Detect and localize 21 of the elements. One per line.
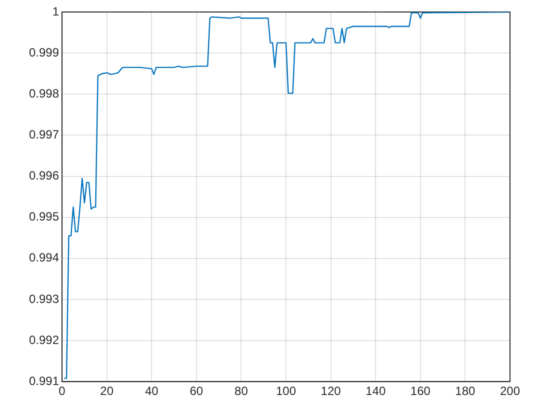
x-tick-label: 60	[190, 384, 204, 398]
y-tick-label: 0.993	[29, 292, 60, 306]
x-tick-label: 180	[455, 384, 476, 398]
x-tick-label: 160	[410, 384, 431, 398]
x-tick-label: 20	[100, 384, 114, 398]
y-tick-label: 1	[52, 4, 60, 18]
y-tick-label: 0.991	[29, 374, 60, 388]
x-tick-label: 40	[144, 384, 159, 398]
x-tick-label: 80	[234, 384, 248, 398]
y-tick-label: 0.994	[29, 250, 60, 265]
x-tick-label: 200	[500, 384, 520, 398]
y-tick-label: 0.992	[29, 332, 60, 347]
x-tick-label: 0	[58, 384, 66, 398]
y-tick-label: 0.995	[29, 210, 60, 224]
x-tick-label: 140	[366, 384, 386, 398]
x-tick-label: 100	[276, 384, 296, 398]
y-tick-label: 0.996	[29, 168, 60, 183]
y-tick-label: 0.997	[29, 128, 60, 142]
x-tick-label: 120	[320, 384, 342, 398]
y-tick-label: 0.999	[29, 45, 60, 60]
y-tick-label: 0.998	[29, 86, 60, 100]
